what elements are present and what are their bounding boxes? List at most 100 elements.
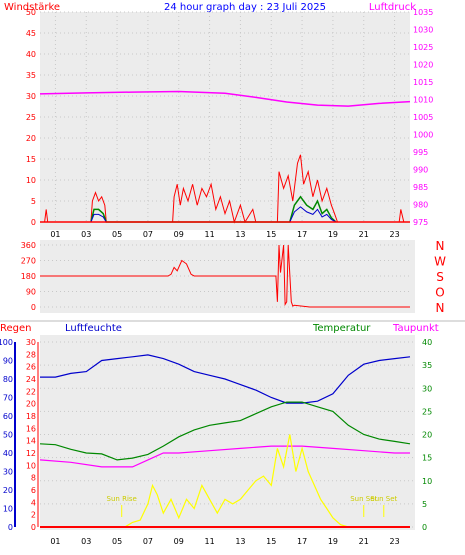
- humidity-axis-tick-label: 8: [31, 474, 36, 483]
- weather-x-axis-tick-label: 19: [328, 537, 338, 546]
- humidity-axis-title: Luftfeuchte: [65, 323, 122, 334]
- weather-x-axis-tick-label: 01: [50, 537, 60, 546]
- temperature-axis-tick-label: 30: [422, 384, 432, 393]
- temperature-axis-tick-label: 5: [422, 500, 427, 509]
- pressure-axis-tick-label: 1025: [413, 43, 433, 52]
- temperature-axis-tick-label: 15: [422, 454, 432, 463]
- pressure-axis-title: Luftdruck: [369, 2, 416, 13]
- x-axis-tick-label: 21: [359, 230, 369, 239]
- wind-axis-tick-label: 40: [26, 50, 36, 59]
- x-axis-tick-label: 07: [143, 230, 153, 239]
- direction-axis-tick-label: 360: [21, 241, 36, 250]
- sun-event-label: Sun Set: [350, 495, 377, 503]
- wind-average-line: [90, 195, 337, 223]
- wind-axis-tick-label: 50: [26, 8, 36, 17]
- pressure-axis-tick-label: 1035: [413, 8, 433, 17]
- wind-axis-tick-label: 15: [26, 155, 36, 164]
- wind-min-line: [90, 206, 337, 223]
- temperature-line: [39, 401, 411, 461]
- direction-axis-tick-label: 180: [21, 272, 36, 281]
- dewpoint-axis-title: Taupunkt: [392, 323, 439, 334]
- humidity-axis-tick-label: 16: [26, 424, 36, 433]
- weather-x-axis-tick-label: 17: [297, 537, 307, 546]
- pressure-axis-tick-label: 1030: [413, 26, 433, 35]
- humidity-axis-tick-label: 10: [26, 461, 36, 470]
- temperature-axis-tick-label: 0: [422, 523, 427, 532]
- temperature-axis-tick-label: 40: [422, 338, 432, 347]
- pressure-axis-tick-label: 1015: [413, 78, 433, 87]
- x-axis-tick-label: 11: [204, 230, 214, 239]
- compass-label: S: [436, 270, 444, 284]
- wind-axis-tick-label: 20: [26, 134, 36, 143]
- wind-axis-tick-label: 35: [26, 71, 36, 80]
- humidity-axis-tick-label: 6: [31, 486, 36, 495]
- pressure-axis-tick-label: 980: [413, 201, 428, 210]
- humidity-line: [40, 354, 411, 404]
- direction-axis-tick-label: 90: [26, 288, 36, 297]
- pressure-axis-tick-label: 995: [413, 148, 428, 157]
- wind-gust-line: [44, 154, 405, 224]
- rain-axis-tick-label: 60: [3, 412, 13, 421]
- dewpoint-line: [39, 445, 410, 468]
- weather-x-axis-tick-label: 23: [389, 537, 399, 546]
- humidity-axis-tick-label: 24: [26, 375, 36, 384]
- weather-plot-area: [40, 335, 415, 530]
- weather-x-axis-tick-label: 11: [204, 537, 214, 546]
- humidity-axis-tick-label: 14: [26, 437, 36, 446]
- wind-pressure-plot-area: [40, 12, 410, 230]
- rain-axis-tick-label: 30: [3, 468, 13, 477]
- weather-x-axis-tick-label: 09: [174, 537, 184, 546]
- pressure-line: [39, 90, 411, 107]
- rain-axis-tick-label: 70: [3, 394, 13, 403]
- x-axis-tick-label: 13: [235, 230, 245, 239]
- rain-axis-tick-label: 80: [3, 375, 13, 384]
- axis-ticks: 0510152025303540455097598098599099510001…: [0, 8, 446, 546]
- humidity-axis-tick-label: 22: [26, 387, 36, 396]
- chart-title: 24 hour graph day : 23 Juli 2025: [164, 2, 326, 13]
- wind-axis-tick-label: 25: [26, 113, 36, 122]
- weather-x-axis-tick-label: 07: [143, 537, 153, 546]
- compass-label: O: [435, 286, 444, 300]
- direction-axis-tick-label: 270: [21, 257, 36, 266]
- rain-axis-tick-label: 90: [3, 357, 13, 366]
- pressure-axis-tick-label: 1000: [413, 131, 433, 140]
- wind-direction-line: [40, 244, 410, 308]
- wind-axis-tick-label: 10: [26, 176, 36, 185]
- x-axis-tick-label: 09: [174, 230, 184, 239]
- wind-axis-tick-label: 45: [26, 29, 36, 38]
- humidity-axis-tick-label: 2: [31, 511, 36, 520]
- x-axis-tick-label: 01: [50, 230, 60, 239]
- x-axis-tick-label: 15: [266, 230, 276, 239]
- pressure-axis-tick-label: 985: [413, 183, 428, 192]
- weather-x-axis-tick-label: 15: [266, 537, 276, 546]
- x-axis-tick-label: 23: [389, 230, 399, 239]
- x-axis-tick-label: 17: [297, 230, 307, 239]
- data-series: [39, 90, 411, 528]
- solar-line: [124, 434, 349, 528]
- weather-x-axis-tick-label: 05: [112, 537, 122, 546]
- grid-lines: [40, 11, 415, 528]
- compass-label: N: [436, 239, 445, 253]
- direction-axis-tick-label: 0: [31, 303, 36, 312]
- humidity-axis-tick-label: 18: [26, 412, 36, 421]
- rain-axis-tick-label: 10: [3, 505, 13, 514]
- pressure-axis-tick-label: 1020: [413, 61, 433, 70]
- rain-axis-tick-label: 20: [3, 486, 13, 495]
- humidity-axis-tick-label: 20: [26, 400, 36, 409]
- temperature-axis-tick-label: 35: [422, 361, 432, 370]
- temperature-axis-tick-label: 20: [422, 431, 432, 440]
- sun-event-label: Sun Rise: [107, 495, 137, 503]
- pressure-axis-tick-label: 990: [413, 166, 428, 175]
- temperature-axis-tick-label: 25: [422, 407, 432, 416]
- x-axis-tick-label: 19: [328, 230, 338, 239]
- rain-axis-tick-label: 0: [8, 523, 13, 532]
- compass-label: W: [434, 255, 446, 269]
- temperature-axis-title: Temperatur: [312, 323, 371, 334]
- weather-x-axis-tick-label: 03: [81, 537, 91, 546]
- weather-x-axis-tick-label: 13: [235, 537, 245, 546]
- compass-label: N: [436, 301, 445, 315]
- wind-axis-tick-label: 0: [31, 218, 36, 227]
- wind-axis-tick-label: 30: [26, 92, 36, 101]
